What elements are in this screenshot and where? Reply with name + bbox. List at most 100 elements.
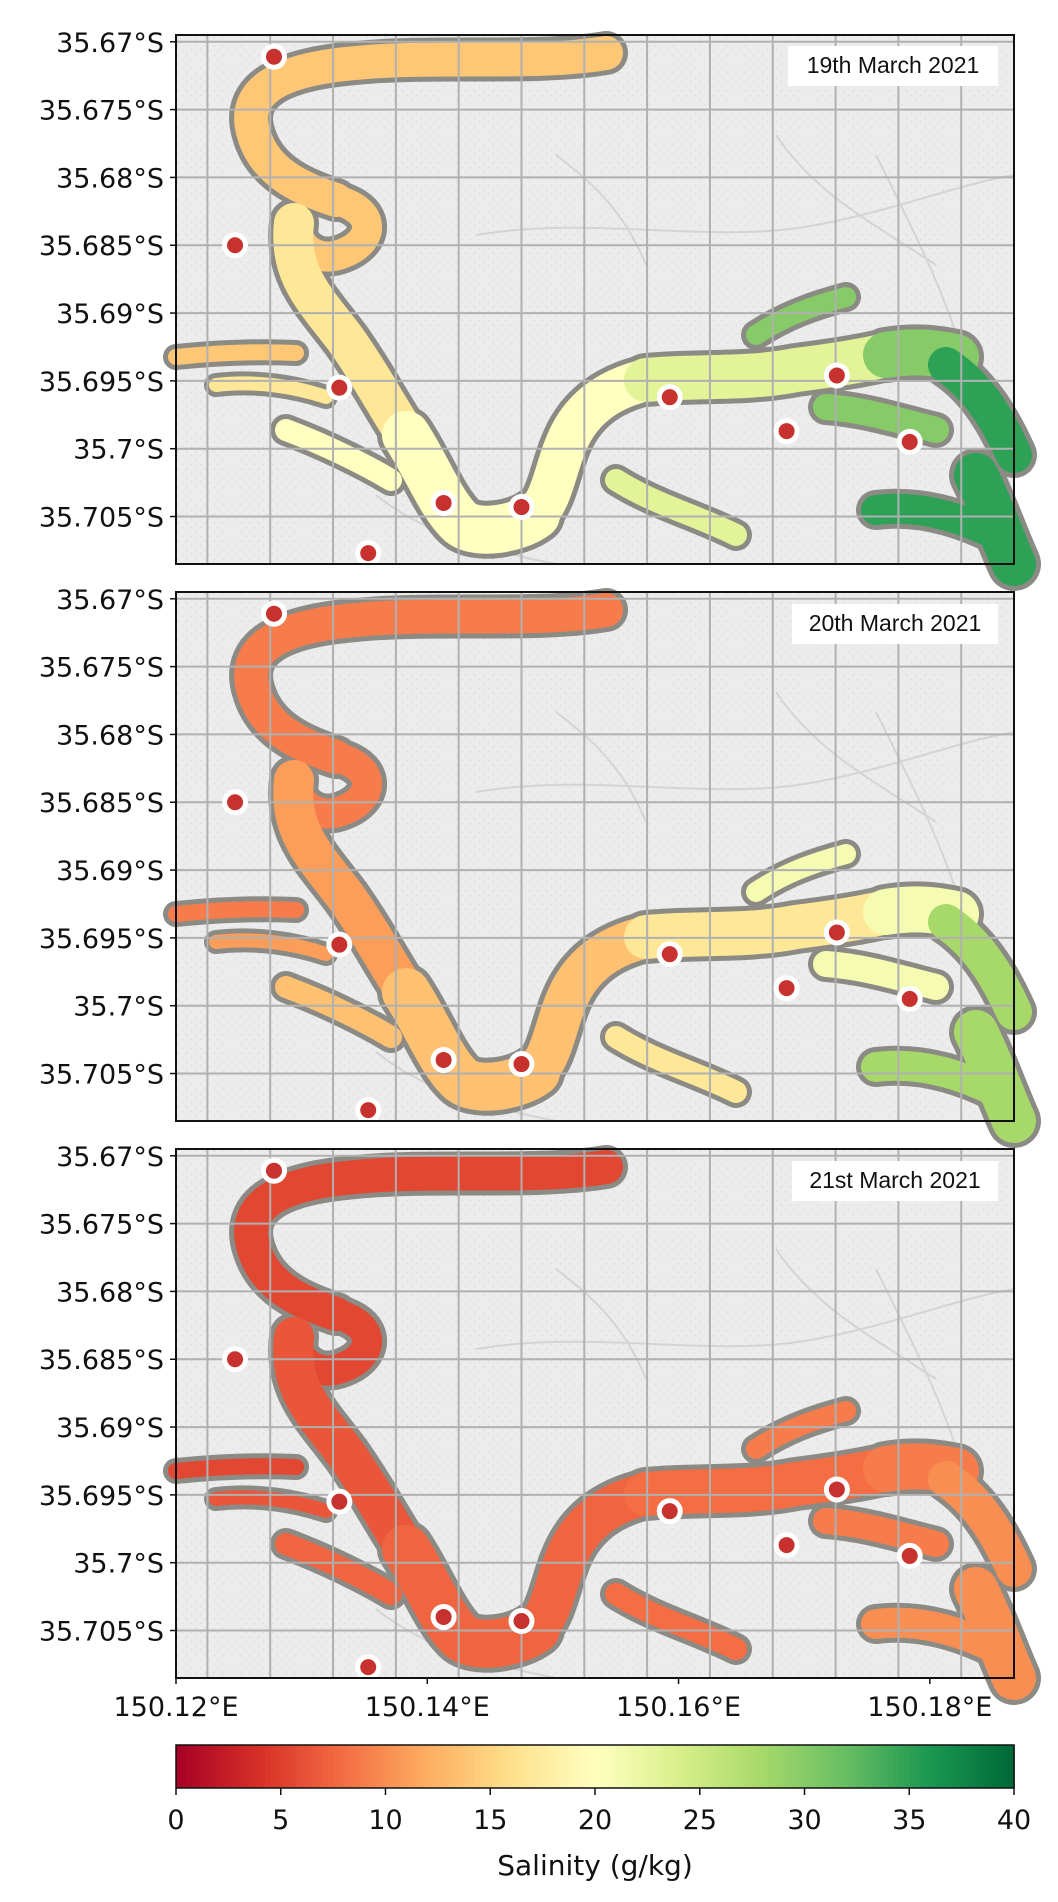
- colorbar-step: [228, 1745, 235, 1788]
- colorbar-step: [652, 1745, 659, 1788]
- river-water-east: [813, 1508, 949, 1557]
- station-marker: [828, 1481, 845, 1498]
- road-line: [555, 711, 647, 823]
- colorbar-step: [663, 1745, 670, 1788]
- colorbar-step: [406, 1745, 413, 1788]
- station-marker: [331, 379, 348, 396]
- road-line: [555, 154, 647, 266]
- colorbar-step: [359, 1745, 366, 1788]
- colorbar-step: [191, 1745, 198, 1788]
- colorbar-step: [657, 1745, 664, 1788]
- colorbar-step: [799, 1745, 806, 1788]
- station-marker: [435, 1608, 452, 1625]
- river-water-bend: [273, 760, 426, 1012]
- road-line: [475, 174, 1015, 236]
- colorbar-step: [694, 1745, 701, 1788]
- colorbar-step: [621, 1745, 628, 1788]
- colorbar-tick-label: 15: [473, 1805, 507, 1836]
- station-markers: [222, 43, 923, 567]
- river-water-east: [746, 287, 856, 345]
- colorbar-step: [835, 1745, 842, 1788]
- station-marker: [513, 1056, 530, 1073]
- river-salinity-field: [163, 31, 1041, 591]
- colorbar-step: [689, 1745, 696, 1788]
- colorbar-step: [516, 1745, 523, 1788]
- colorbar-step: [291, 1745, 298, 1788]
- colorbar-step: [285, 1745, 293, 1788]
- colorbar-step: [746, 1745, 753, 1788]
- colorbar-step: [741, 1745, 748, 1788]
- road-line: [475, 1288, 1015, 1350]
- river-water-bend: [273, 1317, 426, 1569]
- colorbar-step: [348, 1745, 355, 1788]
- colorbar-step: [898, 1745, 905, 1788]
- colorbar-step: [568, 1745, 575, 1788]
- river-water-west: [234, 36, 623, 217]
- colorbar-step: [369, 1745, 376, 1788]
- colorbar-step: [422, 1745, 429, 1788]
- lat-tick-label: 35.675°S: [39, 96, 164, 127]
- colorbar-step: [395, 1745, 403, 1788]
- river-salinity-field: [163, 588, 1041, 1148]
- station-marker: [331, 1493, 348, 1510]
- colorbar-step: [846, 1745, 853, 1788]
- colorbar-step: [233, 1745, 240, 1788]
- lat-tick-label: 35.7°S: [73, 435, 164, 466]
- colorbar-tick-label: 25: [683, 1805, 717, 1836]
- river-water-east: [746, 1401, 856, 1459]
- colorbar-step: [778, 1745, 785, 1788]
- river-water-middle: [624, 890, 908, 959]
- colorbar-step: [432, 1745, 439, 1788]
- colorbar-step: [987, 1745, 994, 1788]
- river-water-bottom: [382, 968, 560, 1111]
- colorbar-step: [794, 1745, 801, 1788]
- svg-text:20th March 2021: 20th March 2021: [809, 610, 982, 636]
- lat-tick-label: 35.695°S: [39, 367, 164, 398]
- colorbar-step: [212, 1745, 219, 1788]
- colorbar-step: [626, 1745, 633, 1788]
- colorbar-step: [333, 1745, 340, 1788]
- colorbar-step: [265, 1745, 272, 1788]
- river-water-mouth: [928, 1461, 1032, 1587]
- river-water-mouth: [861, 493, 1011, 550]
- colorbar-step: [505, 1745, 512, 1788]
- station-marker: [227, 794, 244, 811]
- colorbar-step: [862, 1745, 869, 1788]
- station-marker: [513, 499, 530, 516]
- colorbar-step: [788, 1745, 795, 1788]
- lon-tick-label: 150.12°E: [113, 1692, 238, 1723]
- colorbar-step: [254, 1745, 261, 1788]
- lat-tick-label: 35.68°S: [56, 1277, 164, 1308]
- colorbar-step: [914, 1745, 921, 1788]
- colorbar-gradient: [176, 1745, 1015, 1788]
- river-water-bottom: [275, 1533, 402, 1605]
- colorbar-step: [532, 1745, 539, 1788]
- colorbar-step: [877, 1745, 884, 1788]
- colorbar-step: [673, 1745, 680, 1788]
- station-marker: [661, 1503, 678, 1520]
- colorbar-step: [830, 1745, 837, 1788]
- colorbar-step: [851, 1745, 858, 1788]
- latitude-tick-labels: 35.67°S 35.675°S 35.68°S 35.685°S 35.69°S 35.…: [39, 28, 176, 1648]
- colorbar-step: [966, 1745, 973, 1788]
- colorbar-step: [595, 1745, 602, 1788]
- colorbar-step: [1003, 1745, 1010, 1788]
- river-water-mouth: [928, 904, 1032, 1030]
- colorbar-step: [783, 1745, 790, 1788]
- river-water-bend: [209, 1490, 333, 1518]
- colorbar-step: [757, 1745, 764, 1788]
- colorbar-tick-label: 35: [892, 1805, 926, 1836]
- river-water-middle: [605, 1583, 747, 1660]
- colorbar-step: [930, 1745, 937, 1788]
- colorbar-tick-label: 5: [272, 1805, 289, 1836]
- lat-tick-label: 35.685°S: [39, 788, 164, 819]
- map-panel-21st-march: 21st March 2021: [163, 1145, 1041, 1705]
- colorbar-step: [589, 1745, 596, 1788]
- colorbar-step: [762, 1745, 769, 1788]
- river-water-mouth: [861, 1607, 1011, 1664]
- colorbar-step: [945, 1745, 952, 1788]
- colorbar-step: [684, 1745, 691, 1788]
- station-marker: [265, 48, 282, 65]
- colorbar-step: [940, 1745, 947, 1788]
- colorbar-step: [390, 1745, 397, 1788]
